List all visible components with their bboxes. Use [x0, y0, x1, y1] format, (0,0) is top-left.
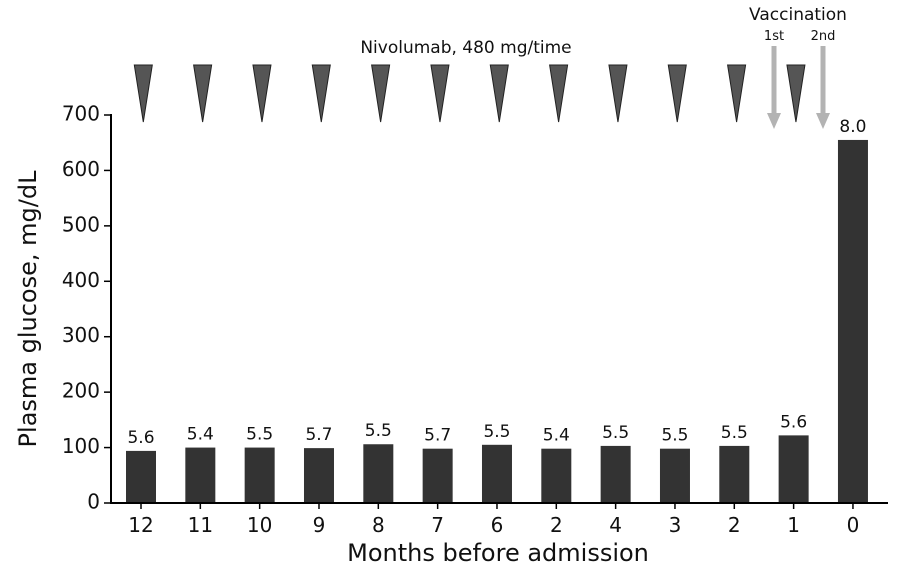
nivolumab-dose-marker-0 — [133, 64, 153, 123]
y-tick-label-2: 200 — [62, 379, 100, 403]
x-tick-label-11: 1 — [787, 513, 800, 537]
bars-layer — [126, 139, 868, 503]
x-axis-title: Months before admission — [347, 539, 649, 567]
nivolumab-dose-marker-2 — [252, 64, 272, 123]
bar-6 — [481, 444, 512, 503]
nivolumab-dose-marker-1 — [193, 64, 213, 123]
bar-2 — [244, 447, 275, 503]
y-tick-label-5: 500 — [62, 212, 100, 236]
bar-data-label-11: 5.6 — [780, 412, 807, 432]
nivolumab-dose-marker-8 — [608, 64, 628, 123]
nivolumab-dose-marker-4 — [371, 64, 391, 123]
bar-data-label-7: 5.4 — [543, 426, 570, 446]
bar-9 — [659, 448, 690, 503]
bar-4 — [363, 444, 394, 503]
vaccination-arrow-2 — [816, 46, 830, 129]
bar-12 — [837, 139, 868, 503]
bar-8 — [600, 445, 631, 503]
bar-data-label-5: 5.7 — [424, 426, 451, 446]
nivolumab-dose-marker-11 — [786, 64, 806, 123]
y-tick-label-0: 0 — [87, 490, 100, 514]
vaccination-1st-label: 1st — [764, 29, 784, 44]
y-tick-label-3: 300 — [62, 323, 100, 347]
x-tick-label-6: 6 — [491, 513, 504, 537]
y-tick-label-7: 700 — [62, 102, 100, 126]
x-tick-label-7: 2 — [550, 513, 563, 537]
bar-data-label-4: 5.5 — [365, 421, 392, 441]
bar-data-label-10: 5.5 — [721, 423, 748, 443]
bar-data-label-6: 5.5 — [483, 422, 510, 442]
nivolumab-dose-marker-3 — [311, 64, 331, 123]
y-tick-label-6: 600 — [62, 157, 100, 181]
x-tick-label-12: 0 — [847, 513, 860, 537]
bar-data-label-12: 8.0 — [839, 117, 866, 137]
data-labels-layer: 5.6 5.4 5.5 5.7 5.5 5.7 5.5 5.4 5.5 5.5 5.5 5.6 8.0 — [127, 117, 866, 448]
bar-data-label-2: 5.5 — [246, 425, 273, 445]
y-tick-label-4: 400 — [62, 268, 100, 292]
bar-data-label-8: 5.5 — [602, 423, 629, 443]
x-tick-label-1: 11 — [188, 513, 213, 537]
bar-data-label-0: 5.6 — [127, 428, 154, 448]
bar-5 — [422, 448, 453, 503]
bar-1 — [185, 447, 216, 503]
vaccination-arrow-1 — [767, 46, 781, 129]
vaccination-label: Vaccination — [749, 5, 847, 25]
nivolumab-dose-marker-9 — [667, 64, 687, 123]
nivolumab-dose-marker-10 — [727, 64, 747, 123]
nivolumab-dose-marker-7 — [549, 64, 569, 123]
y-tick-label-1: 100 — [62, 434, 100, 458]
bar-11 — [778, 435, 809, 503]
x-tick-label-4: 8 — [372, 513, 385, 537]
vaccination-2nd-label: 2nd — [811, 29, 836, 44]
bar-0 — [126, 450, 156, 503]
bar-data-label-3: 5.7 — [305, 425, 332, 445]
bar-7 — [541, 448, 572, 503]
y-axis-title: Plasma glucose, mg/dL — [14, 170, 42, 448]
x-tick-label-3: 9 — [313, 513, 326, 537]
nivolumab-dose-marker-5 — [430, 64, 450, 123]
x-tick-label-5: 7 — [431, 513, 444, 537]
x-tick-label-0: 12 — [128, 513, 153, 537]
nivolumab-markers-layer — [133, 46, 830, 129]
bar-10 — [719, 445, 750, 503]
nivolumab-label: Nivolumab, 480 mg/time — [360, 38, 571, 58]
bar-data-label-1: 5.4 — [187, 425, 214, 445]
x-tick-label-2: 10 — [247, 513, 272, 537]
bar-3 — [303, 448, 334, 503]
x-tick-label-8: 4 — [609, 513, 622, 537]
bar-data-label-9: 5.5 — [661, 426, 688, 446]
x-tick-label-9: 3 — [669, 513, 682, 537]
x-tick-label-10: 2 — [728, 513, 741, 537]
nivolumab-dose-marker-6 — [489, 64, 509, 123]
